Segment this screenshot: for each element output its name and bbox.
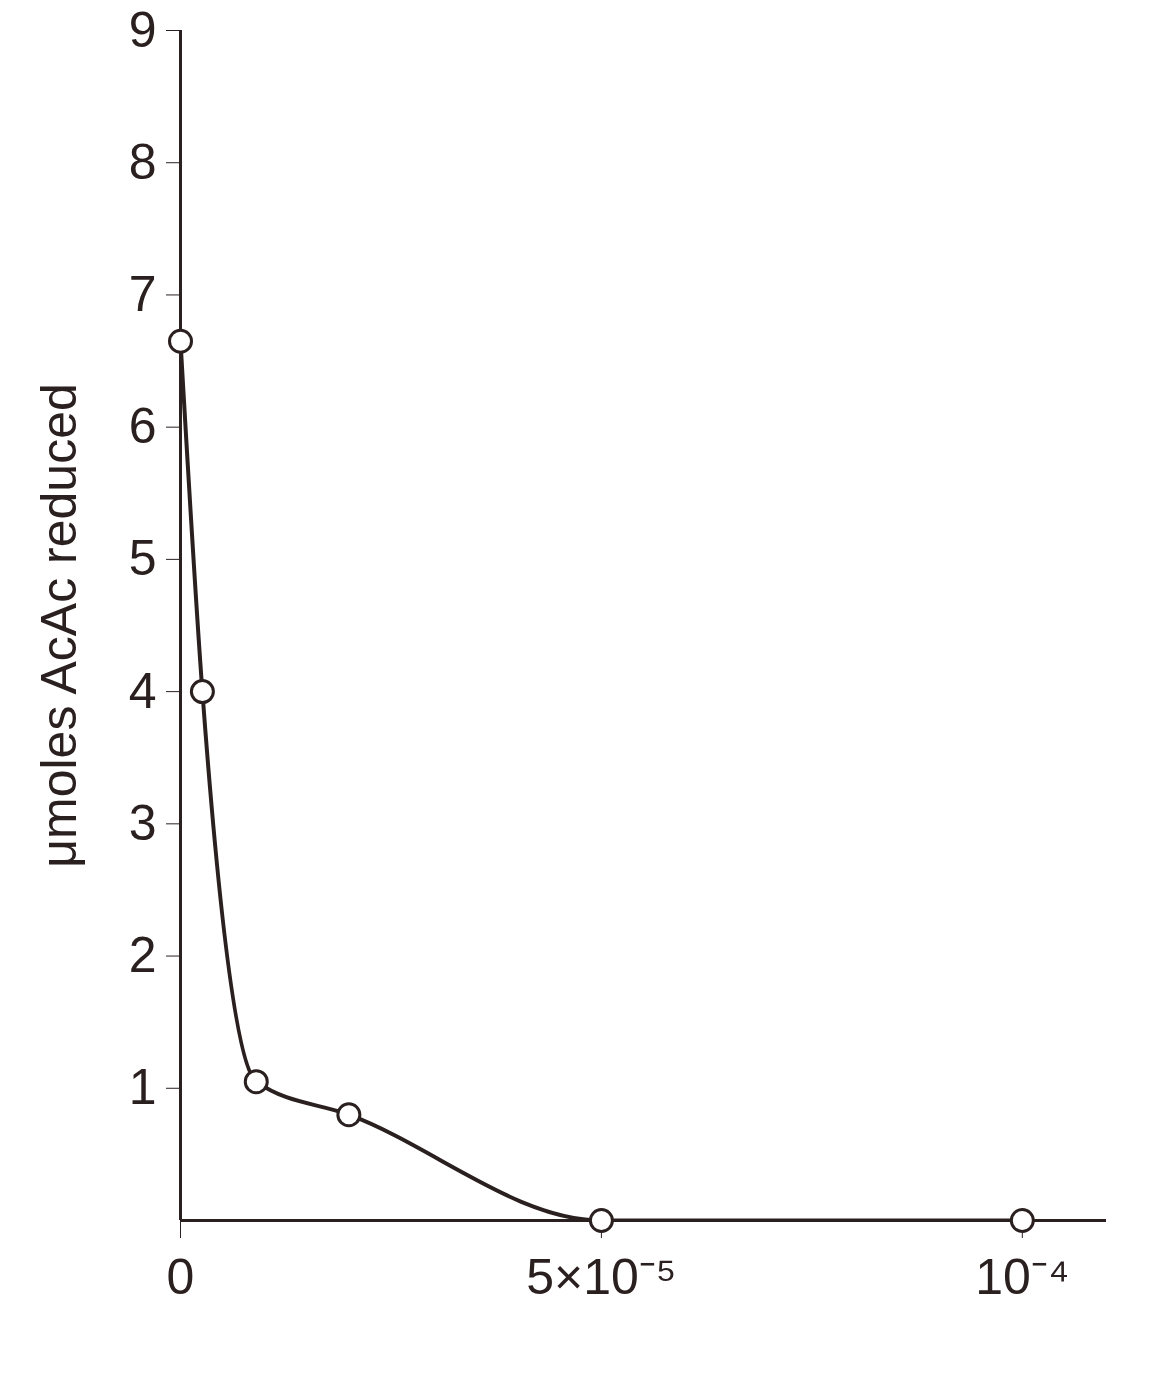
svg-text:1: 1 xyxy=(129,1059,157,1115)
svg-text:3: 3 xyxy=(129,795,157,851)
svg-text:7: 7 xyxy=(129,266,157,322)
svg-text:5: 5 xyxy=(129,530,157,586)
svg-text:10⁻⁴: 10⁻⁴ xyxy=(975,1249,1069,1305)
svg-text:5×10⁻⁵: 5×10⁻⁵ xyxy=(526,1249,676,1305)
svg-text:2: 2 xyxy=(129,927,157,983)
svg-text:4: 4 xyxy=(129,663,157,719)
svg-text:8: 8 xyxy=(129,134,157,190)
svg-text:0: 0 xyxy=(167,1249,195,1305)
svg-text:6: 6 xyxy=(129,398,157,454)
svg-text:9: 9 xyxy=(129,2,157,58)
svg-text:μmoles AcAc reduced: μmoles AcAc reduced xyxy=(31,383,87,868)
